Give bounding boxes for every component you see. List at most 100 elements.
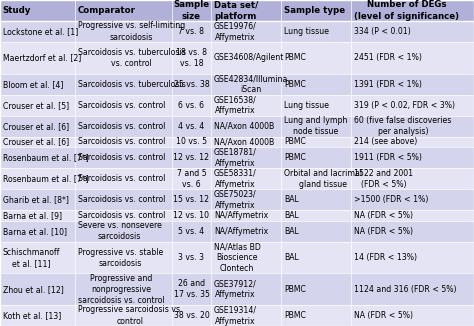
Text: NA/Axon 4000B: NA/Axon 4000B [214,122,274,131]
Text: BAL: BAL [284,211,299,220]
Text: 4 vs. 4: 4 vs. 4 [178,122,205,131]
Bar [0,189,474,210]
Text: Number of DEGs
(level of significance): Number of DEGs (level of significance) [354,0,459,21]
Text: Progressive and
nonprogressive
sarcoidosis vs. control: Progressive and nonprogressive sarcoidos… [78,274,164,305]
Text: Sample type: Sample type [284,6,345,15]
Text: 1911 (FDR < 5%): 1911 (FDR < 5%) [354,153,422,162]
Text: GSE19976/
Affymetrix: GSE19976/ Affymetrix [214,22,256,42]
Text: Data set/
platform: Data set/ platform [214,0,258,21]
Text: 1391 (FDR < 1%): 1391 (FDR < 1%) [354,80,422,89]
Text: NA (FDR < 5%): NA (FDR < 5%) [354,311,413,320]
Text: Lung tissue: Lung tissue [284,101,329,110]
Text: PBMC: PBMC [284,80,306,89]
Text: 25 vs. 38: 25 vs. 38 [173,80,210,89]
Text: Comparator: Comparator [78,6,136,15]
Text: Sarcoidosis vs. control: Sarcoidosis vs. control [78,195,165,204]
Text: 14 (FDR < 13%): 14 (FDR < 13%) [354,253,417,262]
Text: Severe vs. nonsevere
sarcoidosis: Severe vs. nonsevere sarcoidosis [78,221,162,242]
Text: PBMC: PBMC [284,53,306,62]
Text: Rosenbaum et al. [7*]: Rosenbaum et al. [7*] [3,174,89,183]
Bar [0,95,474,116]
Text: Schischmanoff
et al. [11]: Schischmanoff et al. [11] [3,247,60,268]
Text: 3 vs. 3: 3 vs. 3 [179,253,204,262]
Text: Bloom et al. [4]: Bloom et al. [4] [3,80,63,89]
Text: Sarcoidosis vs. control: Sarcoidosis vs. control [78,122,165,131]
Text: 12 vs. 10: 12 vs. 10 [173,211,210,220]
Text: 38 vs. 20: 38 vs. 20 [173,311,210,320]
Bar [0,221,474,242]
Text: GSE75023/
Affymetrix: GSE75023/ Affymetrix [214,190,256,210]
Text: Barna et al. [9]: Barna et al. [9] [3,211,62,220]
Text: Gharib et al. [8*]: Gharib et al. [8*] [3,195,69,204]
Text: Maertzdorf et al. [2]: Maertzdorf et al. [2] [3,53,81,62]
Text: 6 vs. 6: 6 vs. 6 [179,101,204,110]
Bar [0,305,474,326]
Text: GSE18781/
Affymetrix: GSE18781/ Affymetrix [214,148,256,168]
Text: Lung tissue: Lung tissue [284,27,329,36]
Text: Sarcoidosis vs. tuberculosis: Sarcoidosis vs. tuberculosis [78,80,186,89]
Text: Rosenbaum et al. [7*]: Rosenbaum et al. [7*] [3,153,89,162]
Text: NA/Axon 4000B: NA/Axon 4000B [214,138,274,146]
Text: 7 and 5
vs. 6: 7 and 5 vs. 6 [177,169,206,189]
Bar [0,210,474,221]
Text: Sample
size: Sample size [173,0,210,21]
Bar [0,137,474,147]
Text: Progressive vs. stable
sarcoidosis: Progressive vs. stable sarcoidosis [78,247,163,268]
Text: Crouser et al. [6]: Crouser et al. [6] [3,122,69,131]
Text: Lung and lymph
node tissue: Lung and lymph node tissue [284,116,347,136]
Text: 15 vs. 12: 15 vs. 12 [173,195,210,204]
Text: 5 vs. 4: 5 vs. 4 [178,227,205,236]
Bar [0,42,474,74]
Text: PBMC: PBMC [284,153,306,162]
Text: 1522 and 2001
(FDR < 5%): 1522 and 2001 (FDR < 5%) [354,169,413,189]
Text: BAL: BAL [284,253,299,262]
Text: GSE34608/Agilent: GSE34608/Agilent [214,53,284,62]
Text: PBMC: PBMC [284,311,306,320]
Text: NA/Affymetrix: NA/Affymetrix [214,211,268,220]
Text: Crouser et al. [5]: Crouser et al. [5] [3,101,69,110]
Text: Orbital and lacrimal
gland tissue: Orbital and lacrimal gland tissue [284,169,362,189]
Text: Study: Study [3,6,31,15]
Bar [0,74,474,95]
Text: 60 (five false discoveries
per analysis): 60 (five false discoveries per analysis) [354,116,451,136]
Text: BAL: BAL [284,195,299,204]
Bar [0,116,474,137]
Text: Sarcoidosis vs. control: Sarcoidosis vs. control [78,211,165,220]
Text: Sarcoidosis vs. control: Sarcoidosis vs. control [78,101,165,110]
Text: GSE37912/
Affymetrix: GSE37912/ Affymetrix [214,279,256,299]
Text: Lockstone et al. [1]: Lockstone et al. [1] [3,27,78,36]
Text: Sarcoidosis vs. control: Sarcoidosis vs. control [78,138,165,146]
Bar [0,242,474,274]
Text: Barna et al. [10]: Barna et al. [10] [3,227,67,236]
Text: 18 vs. 8
vs. 18: 18 vs. 8 vs. 18 [176,48,207,68]
Text: NA (FDR < 5%): NA (FDR < 5%) [354,211,413,220]
Text: 26 and
17 vs. 35: 26 and 17 vs. 35 [173,279,210,299]
Text: Progressive vs. self-limiting
sarcoidosis: Progressive vs. self-limiting sarcoidosi… [78,22,185,42]
Text: PBMC: PBMC [284,138,306,146]
Text: GSE42834/Illumina
iScan: GSE42834/Illumina iScan [214,74,288,94]
Text: 7 vs. 8: 7 vs. 8 [179,27,204,36]
Text: Progressive sarcoidosis vs.
control: Progressive sarcoidosis vs. control [78,305,182,326]
Bar [0,147,474,168]
Text: Sarcoidosis vs. control: Sarcoidosis vs. control [78,153,165,162]
Text: 319 (P < 0.02, FDR < 3%): 319 (P < 0.02, FDR < 3%) [354,101,455,110]
Text: GSE58331/
Affymetrix: GSE58331/ Affymetrix [214,169,256,189]
Text: NA (FDR < 5%): NA (FDR < 5%) [354,227,413,236]
Text: >1500 (FDR < 1%): >1500 (FDR < 1%) [354,195,428,204]
Text: Sarcoidosis vs. control: Sarcoidosis vs. control [78,174,165,183]
Text: 214 (see above): 214 (see above) [354,138,417,146]
Text: 10 vs. 5: 10 vs. 5 [176,138,207,146]
Text: 2451 (FDR < 1%): 2451 (FDR < 1%) [354,53,422,62]
Text: GSE19314/
Affymetrix: GSE19314/ Affymetrix [214,305,257,326]
Text: 1124 and 316 (FDR < 5%): 1124 and 316 (FDR < 5%) [354,285,456,294]
Bar [0,274,474,305]
Text: Sarcoidosis vs. tuberculosis
vs. control: Sarcoidosis vs. tuberculosis vs. control [78,48,186,68]
Text: 334 (P < 0.01): 334 (P < 0.01) [354,27,411,36]
Bar [0,21,474,42]
Text: Koth et al. [13]: Koth et al. [13] [3,311,61,320]
Text: 12 vs. 12: 12 vs. 12 [173,153,210,162]
Text: PBMC: PBMC [284,285,306,294]
Text: NA/Atlas BD
Bioscience
Clontech: NA/Atlas BD Bioscience Clontech [214,242,261,273]
Text: BAL: BAL [284,227,299,236]
Text: Zhou et al. [12]: Zhou et al. [12] [3,285,64,294]
